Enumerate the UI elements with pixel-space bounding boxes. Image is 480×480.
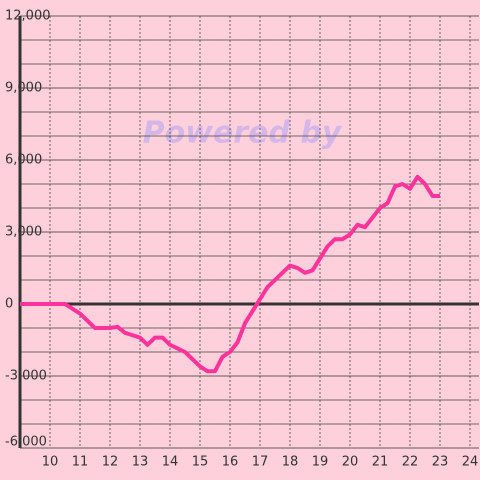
- watermark: Powered by: [143, 116, 343, 151]
- y-tick-label: 6,000: [5, 153, 42, 168]
- x-tick-label: 17: [252, 455, 269, 470]
- x-tick-label: 13: [132, 455, 149, 470]
- y-tick-label: 12,000: [5, 9, 51, 24]
- y-tick-label: -6,000: [5, 435, 47, 450]
- x-tick-label: 15: [192, 455, 209, 470]
- x-tick-label: 22: [402, 455, 419, 470]
- x-tick-label: 20: [342, 455, 359, 470]
- x-tick-label: 10: [42, 455, 59, 470]
- x-tick-label: 18: [282, 455, 299, 470]
- y-tick-label: 9,000: [5, 81, 42, 96]
- x-tick-label: 11: [72, 455, 89, 470]
- x-tick-label: 14: [162, 455, 179, 470]
- x-tick-label: 12: [102, 455, 119, 470]
- line: [20, 174, 440, 374]
- x-tick-label: 21: [372, 455, 389, 470]
- x-tick-label: 19: [312, 455, 329, 470]
- y-tick-label: 0: [5, 297, 13, 312]
- x-tick-label: 16: [222, 455, 239, 470]
- x-tick-label: 24: [462, 455, 479, 470]
- y-tick-label: -3,000: [5, 369, 47, 384]
- y-tick-label: 3,000: [5, 225, 42, 240]
- x-tick-label: 23: [432, 455, 449, 470]
